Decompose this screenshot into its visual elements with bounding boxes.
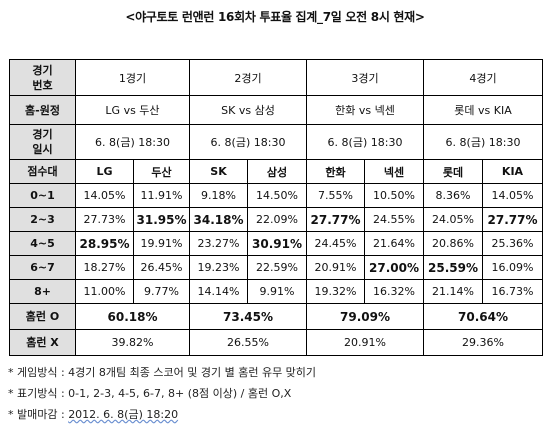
- vote-rate-cell: 25.59%: [423, 255, 483, 280]
- matchup-cell: 한화 vs 넥센: [306, 95, 424, 125]
- score-band-label: 6~7: [9, 255, 76, 280]
- team-header: 한화: [306, 159, 365, 184]
- vote-rate-cell: 11.91%: [133, 183, 190, 208]
- homerun-o-header: 홈런 O: [9, 303, 76, 330]
- homerun-x-row: 홈런 X 39.82% 26.55% 20.91% 29.36%: [9, 329, 543, 356]
- datetime-cell: 6. 8(금) 18:30: [423, 124, 543, 160]
- homerun-o-value: 73.45%: [189, 303, 307, 330]
- vote-rate-cell: 23.27%: [189, 231, 248, 256]
- vote-rate-cell: 8.36%: [423, 183, 483, 208]
- note-notation: * 표기방식 : 0-1, 2-3, 4-5, 6-7, 8+ (8점 이상) …: [8, 387, 292, 400]
- vote-rate-cell: 27.77%: [482, 207, 543, 232]
- deadline-value: 2012. 6. 8(금) 18:20: [68, 408, 179, 421]
- vote-rate-cell: 22.09%: [247, 207, 307, 232]
- vote-rate-cell: 14.05%: [482, 183, 543, 208]
- vote-rate-cell: 21.64%: [364, 231, 424, 256]
- score-rows: 0~1 14.05% 11.91% 9.18% 14.50% 7.55% 10.50% 8.3…: [9, 183, 543, 304]
- score-band-label: 2~3: [9, 207, 76, 232]
- vote-rate-cell: 7.55%: [306, 183, 365, 208]
- score-band-header: 점수대: [9, 159, 76, 184]
- team-header-row: 점수대 LG 두산 SK 삼성 한화 넥센 롯데 KIA: [9, 159, 543, 184]
- matchup-cell: LG vs 두산: [75, 95, 190, 125]
- vote-rate-cell: 16.09%: [482, 255, 543, 280]
- vote-rate-cell: 19.32%: [306, 279, 365, 304]
- score-band-row: 0~1 14.05% 11.91% 9.18% 14.50% 7.55% 10.50% 8.3…: [9, 183, 543, 208]
- game-number-row: 경기 번호 1경기 2경기 3경기 4경기: [9, 59, 543, 96]
- vote-rate-cell: 24.05%: [423, 207, 483, 232]
- matchup-cell: SK vs 삼성: [189, 95, 307, 125]
- homerun-o-value: 70.64%: [423, 303, 543, 330]
- vote-rate-cell: 24.45%: [306, 231, 365, 256]
- vote-rate-cell: 19.23%: [189, 255, 248, 280]
- vote-rate-table: 경기 번호 1경기 2경기 3경기 4경기 홈-원정 LG vs 두산 SK vs…: [9, 59, 543, 356]
- homerun-o-value: 79.09%: [306, 303, 424, 330]
- homerun-x-value: 29.36%: [423, 329, 543, 356]
- team-header: SK: [189, 159, 248, 184]
- team-header: LG: [75, 159, 134, 184]
- score-band-label: 0~1: [9, 183, 76, 208]
- date-row: 경기 일시 6. 8(금) 18:30 6. 8(금) 18:30 6. 8(금)…: [9, 124, 543, 160]
- vote-rate-cell: 9.91%: [247, 279, 307, 304]
- vote-rate-cell: 25.36%: [482, 231, 543, 256]
- vote-rate-cell: 34.18%: [189, 207, 248, 232]
- team-header: 두산: [133, 159, 190, 184]
- vote-rate-cell: 27.77%: [306, 207, 365, 232]
- vote-rate-cell: 14.14%: [189, 279, 248, 304]
- datetime-cell: 6. 8(금) 18:30: [189, 124, 307, 160]
- score-band-row: 6~7 18.27% 26.45% 19.23% 22.59% 20.91% 27.00% 2…: [9, 255, 543, 280]
- vote-rate-cell: 27.00%: [364, 255, 424, 280]
- vote-rate-cell: 18.27%: [75, 255, 134, 280]
- vote-rate-cell: 9.18%: [189, 183, 248, 208]
- vote-rate-cell: 11.00%: [75, 279, 134, 304]
- homerun-o-row: 홈런 O 60.18% 73.45% 79.09% 70.64%: [9, 303, 543, 330]
- vote-rate-cell: 16.32%: [364, 279, 424, 304]
- score-band-label: 4~5: [9, 231, 76, 256]
- vote-rate-cell: 30.91%: [247, 231, 307, 256]
- matchup-header: 홈-원정: [9, 95, 76, 125]
- vote-rate-cell: 9.77%: [133, 279, 190, 304]
- vote-rate-cell: 10.50%: [364, 183, 424, 208]
- score-band-row: 2~3 27.73% 31.95% 34.18% 22.09% 27.77% 24.55% 2…: [9, 207, 543, 232]
- vote-rate-cell: 28.95%: [75, 231, 134, 256]
- vote-rate-cell: 20.86%: [423, 231, 483, 256]
- vote-rate-cell: 14.50%: [247, 183, 307, 208]
- vote-rate-cell: 20.91%: [306, 255, 365, 280]
- vote-rate-cell: 31.95%: [133, 207, 190, 232]
- page-title: <야구토토 런앤런 16회차 투표율 집계_7일 오전 8시 현재>: [125, 10, 425, 24]
- matchup-cell: 롯데 vs KIA: [423, 95, 543, 125]
- datetime-cell: 6. 8(금) 18:30: [75, 124, 190, 160]
- datetime-cell: 6. 8(금) 18:30: [306, 124, 424, 160]
- vote-rate-cell: 16.73%: [482, 279, 543, 304]
- notes: * 게임방식 : 4경기 8개팀 최종 스코어 및 경기 별 홈런 유무 맞히기…: [8, 362, 316, 425]
- homerun-x-value: 39.82%: [75, 329, 190, 356]
- homerun-x-value: 20.91%: [306, 329, 424, 356]
- team-header: 롯데: [423, 159, 483, 184]
- game-number-cell: 4경기: [423, 59, 543, 96]
- vote-rate-cell: 27.73%: [75, 207, 134, 232]
- game-number-cell: 1경기: [75, 59, 190, 96]
- homerun-x-header: 홈런 X: [9, 329, 76, 356]
- score-band-label: 8+: [9, 279, 76, 304]
- team-header: 삼성: [247, 159, 307, 184]
- score-band-row: 8+ 11.00% 9.77% 14.14% 9.91% 19.32% 16.32% 21.1…: [9, 279, 543, 304]
- homerun-o-value: 60.18%: [75, 303, 190, 330]
- vote-rate-cell: 21.14%: [423, 279, 483, 304]
- note-deadline: * 발매마감 : 2012. 6. 8(금) 18:20: [8, 404, 316, 425]
- date-header: 경기 일시: [9, 124, 76, 160]
- score-band-row: 4~5 28.95% 19.91% 23.27% 30.91% 24.45% 21.64% 2…: [9, 231, 543, 256]
- deadline-label: * 발매마감 :: [8, 408, 69, 421]
- vote-rate-cell: 14.05%: [75, 183, 134, 208]
- note-game-method: * 게임방식 : 4경기 8개팀 최종 스코어 및 경기 별 홈런 유무 맞히기: [8, 366, 317, 379]
- game-number-cell: 3경기: [306, 59, 424, 96]
- team-header: 넥센: [364, 159, 424, 184]
- game-number-header: 경기 번호: [9, 59, 76, 96]
- vote-rate-cell: 19.91%: [133, 231, 190, 256]
- vote-rate-cell: 26.45%: [133, 255, 190, 280]
- game-number-cell: 2경기: [189, 59, 307, 96]
- matchup-row: 홈-원정 LG vs 두산 SK vs 삼성 한화 vs 넥센 롯데 vs KI…: [9, 95, 543, 125]
- vote-rate-cell: 24.55%: [364, 207, 424, 232]
- team-header: KIA: [482, 159, 543, 184]
- vote-rate-cell: 22.59%: [247, 255, 307, 280]
- homerun-x-value: 26.55%: [189, 329, 307, 356]
